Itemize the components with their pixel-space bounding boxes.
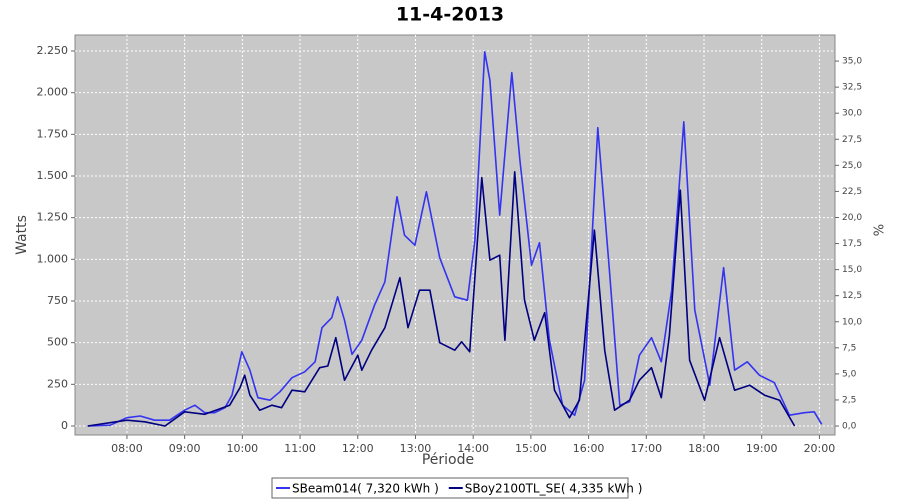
y2-tick-label: 25,0 — [842, 161, 862, 171]
y-tick-label: 1.250 — [37, 211, 69, 224]
y2-tick-label: 7,5 — [842, 343, 856, 353]
x-tick-label: 08:00 — [111, 442, 143, 455]
x-tick-label: 14:00 — [457, 442, 489, 455]
y2-tick-label: 32,5 — [842, 83, 862, 93]
y-tick-label: 750 — [47, 294, 68, 307]
y-axis-label: Watts — [14, 215, 30, 255]
y-tick-label: 250 — [47, 377, 68, 390]
x-tick-label: 20:00 — [804, 442, 836, 455]
x-tick-label: 10:00 — [226, 442, 258, 455]
y-tick-label: 500 — [47, 336, 68, 349]
series-line — [87, 171, 796, 427]
y2-tick-label: 5,0 — [842, 369, 857, 379]
y-tick-label: 1.750 — [37, 127, 69, 140]
x-tick-label: 11:00 — [284, 442, 316, 455]
legend-label: SBeam014( 7,320 kWh ) — [292, 482, 439, 496]
x-tick-label: 09:00 — [169, 442, 201, 455]
y2-tick-label: 35,0 — [842, 57, 862, 67]
y2-tick-label: 30,0 — [842, 109, 862, 119]
y2-tick-label: 0,0 — [842, 422, 857, 432]
y2-tick-label: 22,5 — [842, 187, 862, 197]
x-tick-label: 18:00 — [688, 442, 720, 455]
y-tick-label: 0 — [61, 419, 68, 432]
x-axis-label: Période — [422, 452, 474, 468]
chart-title: 11-4-2013 — [396, 4, 504, 26]
y2-axis-label: % — [873, 224, 888, 236]
x-tick-label: 12:00 — [342, 442, 374, 455]
legend-label: SBoy2100TL_SE( 4,335 kWh ) — [465, 482, 643, 496]
y-tick-label: 2.250 — [37, 44, 69, 57]
y-tick-label: 1.000 — [37, 252, 69, 265]
y-tick-label: 1.500 — [37, 169, 69, 182]
x-tick-label: 16:00 — [573, 442, 605, 455]
y2-tick-label: 20,0 — [842, 213, 862, 223]
x-tick-label: 15:00 — [515, 442, 547, 455]
y-tick-label: 2.000 — [37, 86, 69, 99]
y2-tick-label: 2,5 — [842, 395, 856, 405]
x-tick-label: 17:00 — [630, 442, 662, 455]
x-tick-label: 19:00 — [746, 442, 778, 455]
y2-tick-label: 12,5 — [842, 291, 862, 301]
series-line — [87, 51, 823, 427]
y2-tick-label: 10,0 — [842, 317, 862, 327]
y2-tick-label: 15,0 — [842, 265, 862, 275]
y2-tick-label: 27,5 — [842, 135, 862, 145]
x-tick-label: 13:00 — [400, 442, 432, 455]
y2-tick-label: 17,5 — [842, 239, 862, 249]
plot-area — [74, 34, 836, 436]
